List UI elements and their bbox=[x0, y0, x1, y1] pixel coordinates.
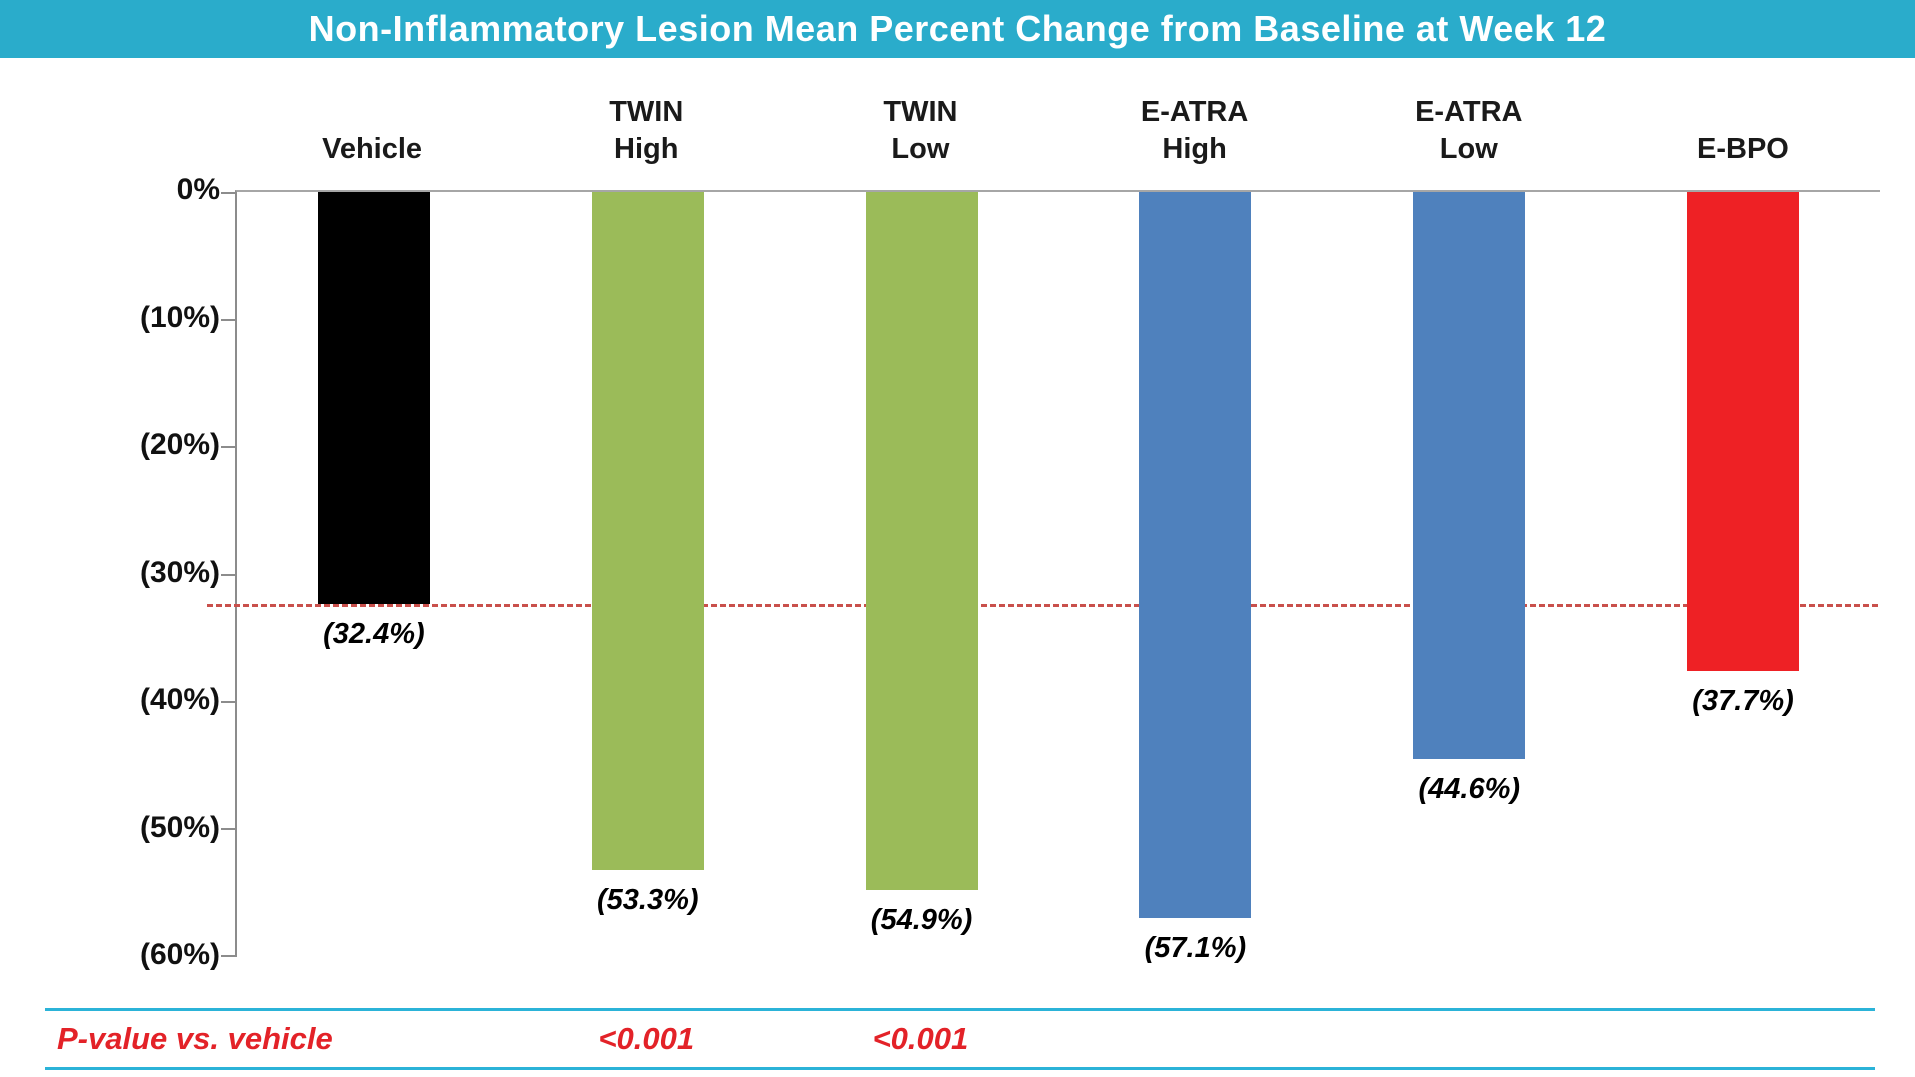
bar-value-label-twin-high: (53.3%) bbox=[596, 883, 699, 916]
pvalue-cell-2: <0.001 bbox=[872, 1021, 969, 1056]
bar-value-label-twin-low: (54.9%) bbox=[870, 904, 973, 937]
pvalue-row: P-value vs. vehicle <0.001 <0.001 bbox=[45, 1008, 1875, 1070]
pvalue-row-label: P-value vs. vehicle bbox=[57, 1021, 333, 1056]
pvalue-values: <0.001 <0.001 bbox=[235, 1011, 1880, 1067]
plot-area: (32.4%) (53.3%) (54.9%) (57.1%) (44.6%) (37.7… bbox=[207, 190, 1880, 964]
y-axis-tick-label: (20%) bbox=[139, 428, 220, 461]
y-axis-tick-mark bbox=[221, 700, 237, 703]
category-label-e-atra-low: E-ATRA Low bbox=[1415, 96, 1523, 165]
y-axis-tick-label: (10%) bbox=[139, 300, 220, 334]
bar-e-bpo bbox=[1687, 192, 1800, 672]
y-axis-tick-label: (40%) bbox=[139, 683, 220, 716]
category-label-twin-high: TWIN High bbox=[609, 96, 684, 165]
pvalue-cell-1: <0.001 bbox=[598, 1021, 695, 1056]
vehicle-reference-line bbox=[207, 604, 1878, 608]
y-axis-tick-mark bbox=[221, 192, 237, 194]
bar-twin-low bbox=[865, 192, 978, 891]
category-label-e-atra-high: E-ATRA High bbox=[1140, 96, 1249, 165]
y-axis-tick-mark bbox=[221, 573, 237, 576]
y-axis-tick-mark bbox=[221, 955, 237, 957]
y-axis-tick-mark bbox=[221, 827, 237, 830]
y-axis: 0% (10%) (20%) (30%) (40%) (50%) (60%) bbox=[40, 173, 220, 971]
y-axis-tick-label: (30%) bbox=[139, 555, 220, 589]
bar-value-label-e-atra-high: (57.1%) bbox=[1144, 932, 1247, 965]
y-axis-tick-mark bbox=[221, 446, 237, 449]
category-label-e-bpo: E-BPO bbox=[1697, 133, 1789, 165]
category-label-vehicle: Vehicle bbox=[322, 133, 423, 165]
y-axis-tick-label: (50%) bbox=[139, 810, 220, 844]
y-axis-tick-mark bbox=[221, 319, 237, 322]
bar-value-label-vehicle: (32.4%) bbox=[323, 618, 425, 651]
y-axis-tick-label: 0% bbox=[176, 173, 220, 206]
bar-value-label-e-bpo: (37.7%) bbox=[1692, 685, 1794, 718]
bar-twin-high bbox=[591, 192, 704, 870]
category-label-twin-low: TWIN Low bbox=[883, 96, 958, 165]
y-axis-tick-label: (60%) bbox=[139, 938, 220, 971]
chart-title-bar: Non-Inflammatory Lesion Mean Percent Cha… bbox=[0, 0, 1915, 58]
bar-value-label-e-atra-low: (44.6%) bbox=[1418, 773, 1521, 806]
bar-vehicle bbox=[317, 192, 430, 605]
bar-e-atra-high bbox=[1139, 192, 1252, 919]
category-labels-row: Vehicle TWIN High TWIN Low E-ATRA High E-ATRA Lo… bbox=[235, 58, 1880, 178]
bar-e-atra-low bbox=[1413, 192, 1526, 760]
